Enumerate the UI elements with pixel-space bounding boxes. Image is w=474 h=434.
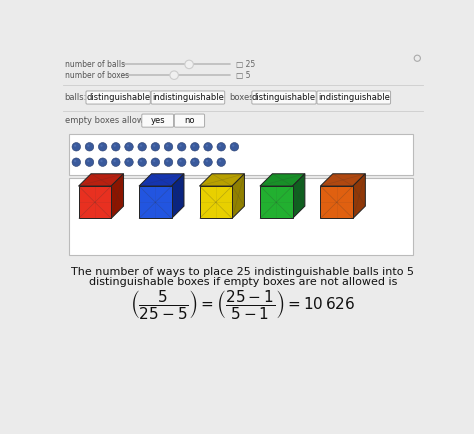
Circle shape (127, 145, 129, 147)
Text: distinguishable: distinguishable (86, 93, 150, 102)
Circle shape (204, 142, 212, 151)
Circle shape (151, 142, 160, 151)
Text: indistinguishable: indistinguishable (152, 93, 224, 102)
Polygon shape (79, 174, 124, 186)
Circle shape (219, 145, 221, 147)
Circle shape (85, 142, 94, 151)
Circle shape (87, 145, 90, 147)
Circle shape (232, 145, 235, 147)
Polygon shape (320, 186, 353, 218)
Bar (69, 135, 413, 174)
Circle shape (153, 145, 155, 147)
Circle shape (151, 158, 160, 166)
Polygon shape (139, 174, 184, 186)
Circle shape (166, 145, 169, 147)
Circle shape (177, 142, 186, 151)
FancyBboxPatch shape (151, 91, 225, 104)
Circle shape (140, 145, 142, 147)
Circle shape (170, 71, 178, 79)
Polygon shape (172, 174, 184, 218)
Circle shape (72, 142, 81, 151)
Polygon shape (260, 174, 305, 186)
Circle shape (185, 60, 193, 69)
Circle shape (192, 160, 195, 162)
Circle shape (74, 160, 76, 162)
Polygon shape (320, 174, 365, 186)
Polygon shape (111, 174, 124, 218)
Text: $\left(\dfrac{\ \ 5\ \ }{25-5}\right) = \left(\dfrac{25-1}{5-1}\right) = 10\,626: $\left(\dfrac{\ \ 5\ \ }{25-5}\right) = … (130, 288, 356, 321)
Circle shape (206, 145, 208, 147)
Text: □ 25: □ 25 (236, 60, 255, 69)
Text: boxes:: boxes: (230, 93, 257, 102)
Circle shape (204, 158, 212, 166)
Text: yes: yes (150, 116, 165, 125)
Circle shape (179, 160, 182, 162)
FancyBboxPatch shape (252, 91, 316, 104)
Circle shape (230, 142, 239, 151)
Polygon shape (79, 186, 111, 218)
Text: The number of ways to place 25 indistinguishable balls into 5: The number of ways to place 25 indisting… (72, 266, 414, 276)
Text: distinguishable: distinguishable (252, 93, 316, 102)
Polygon shape (139, 186, 172, 218)
Circle shape (127, 160, 129, 162)
Polygon shape (292, 174, 305, 218)
Text: balls:: balls: (64, 93, 87, 102)
Circle shape (100, 145, 103, 147)
Circle shape (191, 158, 199, 166)
Text: no: no (184, 116, 195, 125)
FancyBboxPatch shape (142, 114, 173, 127)
Bar (69, 178, 413, 255)
Circle shape (140, 160, 142, 162)
Text: indistinguishable: indistinguishable (318, 93, 390, 102)
FancyBboxPatch shape (317, 91, 391, 104)
Polygon shape (353, 174, 365, 218)
Text: number of boxes: number of boxes (65, 71, 129, 80)
Circle shape (113, 145, 116, 147)
Circle shape (138, 158, 146, 166)
Circle shape (166, 160, 169, 162)
Circle shape (87, 160, 90, 162)
Circle shape (217, 158, 226, 166)
Circle shape (177, 158, 186, 166)
FancyBboxPatch shape (174, 114, 205, 127)
Circle shape (72, 158, 81, 166)
Circle shape (85, 158, 94, 166)
Circle shape (153, 160, 155, 162)
Text: □ 5: □ 5 (236, 71, 250, 80)
Circle shape (125, 142, 133, 151)
Circle shape (99, 142, 107, 151)
Text: empty boxes allowed:: empty boxes allowed: (64, 116, 157, 125)
Polygon shape (232, 174, 245, 218)
Circle shape (125, 158, 133, 166)
Circle shape (164, 158, 173, 166)
Text: number of balls: number of balls (65, 60, 126, 69)
Circle shape (192, 145, 195, 147)
Circle shape (164, 142, 173, 151)
Circle shape (206, 160, 208, 162)
Circle shape (113, 160, 116, 162)
Circle shape (100, 160, 103, 162)
Polygon shape (260, 186, 292, 218)
FancyBboxPatch shape (86, 91, 150, 104)
Circle shape (111, 142, 120, 151)
Circle shape (74, 145, 76, 147)
Circle shape (138, 142, 146, 151)
Circle shape (219, 160, 221, 162)
Text: distinguishable boxes if empty boxes are not allowed is: distinguishable boxes if empty boxes are… (89, 276, 397, 286)
Polygon shape (200, 174, 245, 186)
Circle shape (99, 158, 107, 166)
Circle shape (217, 142, 226, 151)
Circle shape (111, 158, 120, 166)
Circle shape (191, 142, 199, 151)
Polygon shape (200, 186, 232, 218)
Circle shape (179, 145, 182, 147)
